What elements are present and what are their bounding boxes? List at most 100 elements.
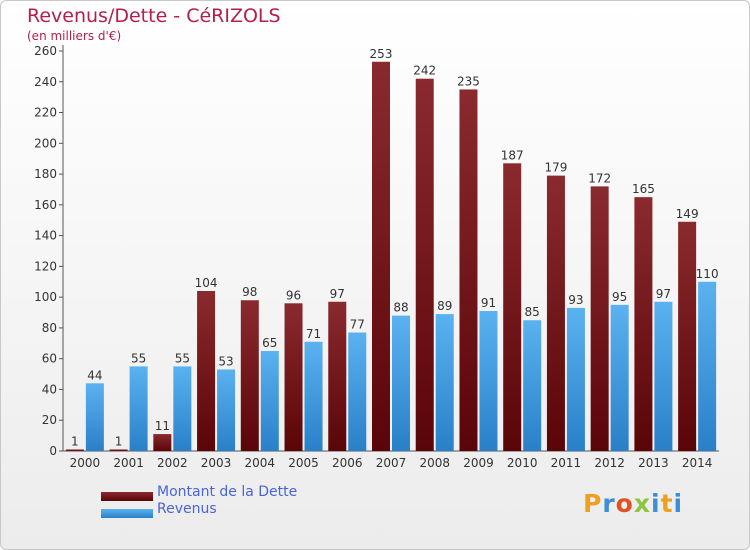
x-tick-label: 2014	[682, 456, 713, 470]
legend-swatch-revenus	[101, 509, 153, 518]
data-label-revenus: 44	[87, 368, 102, 382]
x-tick-label: 2006	[332, 456, 363, 470]
data-label-revenus: 89	[437, 299, 452, 313]
legend-label-dette: Montant de la Dette	[157, 484, 298, 500]
y-tick-label: 60	[42, 352, 57, 366]
data-label-dette: 1	[115, 434, 123, 448]
x-tick-label: 2011	[551, 456, 582, 470]
bar-dette	[372, 61, 390, 452]
legend-label-revenus: Revenus	[157, 501, 217, 517]
y-tick-label: 100	[34, 290, 57, 304]
proxiti-logo: Proxiti	[583, 489, 683, 518]
bar-revenus	[348, 332, 367, 451]
data-label-revenus: 85	[525, 305, 540, 319]
bar-revenus	[435, 314, 454, 451]
x-tick-label: 2009	[463, 456, 494, 470]
bar-revenus	[129, 366, 148, 451]
bar-revenus	[654, 301, 673, 451]
bar-dette	[678, 221, 697, 451]
bar-revenus	[479, 311, 498, 451]
data-label-dette: 104	[195, 276, 218, 290]
data-label-dette: 1	[71, 434, 79, 448]
y-tick-label: 40	[42, 382, 57, 396]
data-label-revenus: 91	[481, 296, 496, 310]
y-tick-label: 140	[34, 229, 57, 243]
data-label-dette: 242	[413, 64, 436, 78]
data-label-dette: 98	[242, 285, 257, 299]
data-label-revenus: 71	[306, 327, 321, 341]
data-label-revenus: 65	[262, 336, 277, 350]
logo-letter: x	[633, 489, 651, 518]
x-tick-label: 2003	[201, 456, 232, 470]
bar-revenus	[173, 366, 192, 451]
x-tick-label: 2005	[288, 456, 319, 470]
x-tick-label: 2004	[245, 456, 276, 470]
logo-letter: r	[602, 489, 616, 518]
logo-letter: i	[673, 489, 684, 518]
bar-revenus	[566, 307, 585, 451]
y-axis: 0 20 40 60 80 100 120 140 160 180 200 220 240 260	[34, 44, 64, 458]
bar-dette	[109, 449, 128, 451]
y-tick-label: 20	[42, 413, 57, 427]
bar-revenus	[304, 341, 323, 451]
y-tick-label: 180	[34, 167, 57, 181]
bar-dette	[459, 89, 478, 451]
logo-letter: P	[583, 489, 603, 518]
bar-dette	[546, 175, 565, 451]
x-tick-label: 2001	[113, 456, 144, 470]
bar-dette	[590, 186, 609, 451]
bar-revenus	[392, 315, 410, 451]
bar-revenus	[85, 383, 104, 451]
y-tick-label: 80	[42, 321, 57, 335]
y-tick-label: 240	[34, 75, 57, 89]
bars	[65, 61, 717, 452]
logo-letter: t	[660, 489, 674, 518]
x-tick-label: 2000	[70, 456, 101, 470]
data-label-dette: 165	[632, 182, 655, 196]
x-tick-label: 2013	[638, 456, 669, 470]
bar-dette	[65, 449, 84, 451]
bar-dette	[634, 197, 653, 451]
data-label-revenus: 55	[131, 351, 146, 365]
data-label-dette: 253	[370, 47, 393, 61]
chart-subtitle: (en milliers d'€)	[27, 29, 122, 43]
y-tick-label: 220	[34, 106, 57, 120]
data-label-dette: 179	[544, 161, 567, 175]
bar-dette	[284, 303, 303, 451]
bar-revenus	[523, 320, 542, 451]
data-label-revenus: 97	[656, 287, 671, 301]
y-tick-label: 160	[34, 198, 57, 212]
data-label-revenus: 77	[350, 318, 365, 332]
x-tick-label: 2008	[419, 456, 450, 470]
data-label-dette: 235	[457, 74, 480, 88]
x-tick-label: 2012	[594, 456, 625, 470]
chart-title: Revenus/Dette - CéRIZOLS	[27, 5, 281, 27]
logo-letter: i	[651, 489, 661, 518]
bar-dette	[503, 163, 522, 452]
bar-revenus	[610, 304, 629, 451]
bar-dette	[415, 78, 434, 451]
data-label-revenus: 110	[696, 267, 719, 281]
y-tick-label: 200	[34, 136, 57, 150]
data-label-revenus: 55	[175, 351, 190, 365]
legend-swatch-dette	[101, 492, 153, 501]
logo-letter: o	[615, 489, 634, 518]
y-tick-label: 260	[34, 44, 57, 58]
data-label-dette: 97	[330, 287, 345, 301]
data-label-revenus: 88	[393, 301, 408, 315]
y-tick-label: 0	[49, 444, 57, 458]
bar-dette	[153, 434, 172, 451]
bar-dette	[240, 300, 259, 451]
data-label-dette: 96	[286, 288, 301, 302]
data-label-revenus: 95	[612, 290, 627, 304]
bar-dette	[328, 301, 347, 451]
data-label-dette: 172	[588, 171, 611, 185]
x-axis: 2000 2001 2002 2003 2004 2005 2006 2007 2008 2009…	[63, 450, 719, 470]
bar-dette	[197, 291, 216, 451]
y-tick-label: 120	[34, 259, 57, 273]
x-tick-label: 2010	[507, 456, 538, 470]
bar-revenus	[217, 369, 236, 451]
bar-revenus	[260, 351, 279, 451]
